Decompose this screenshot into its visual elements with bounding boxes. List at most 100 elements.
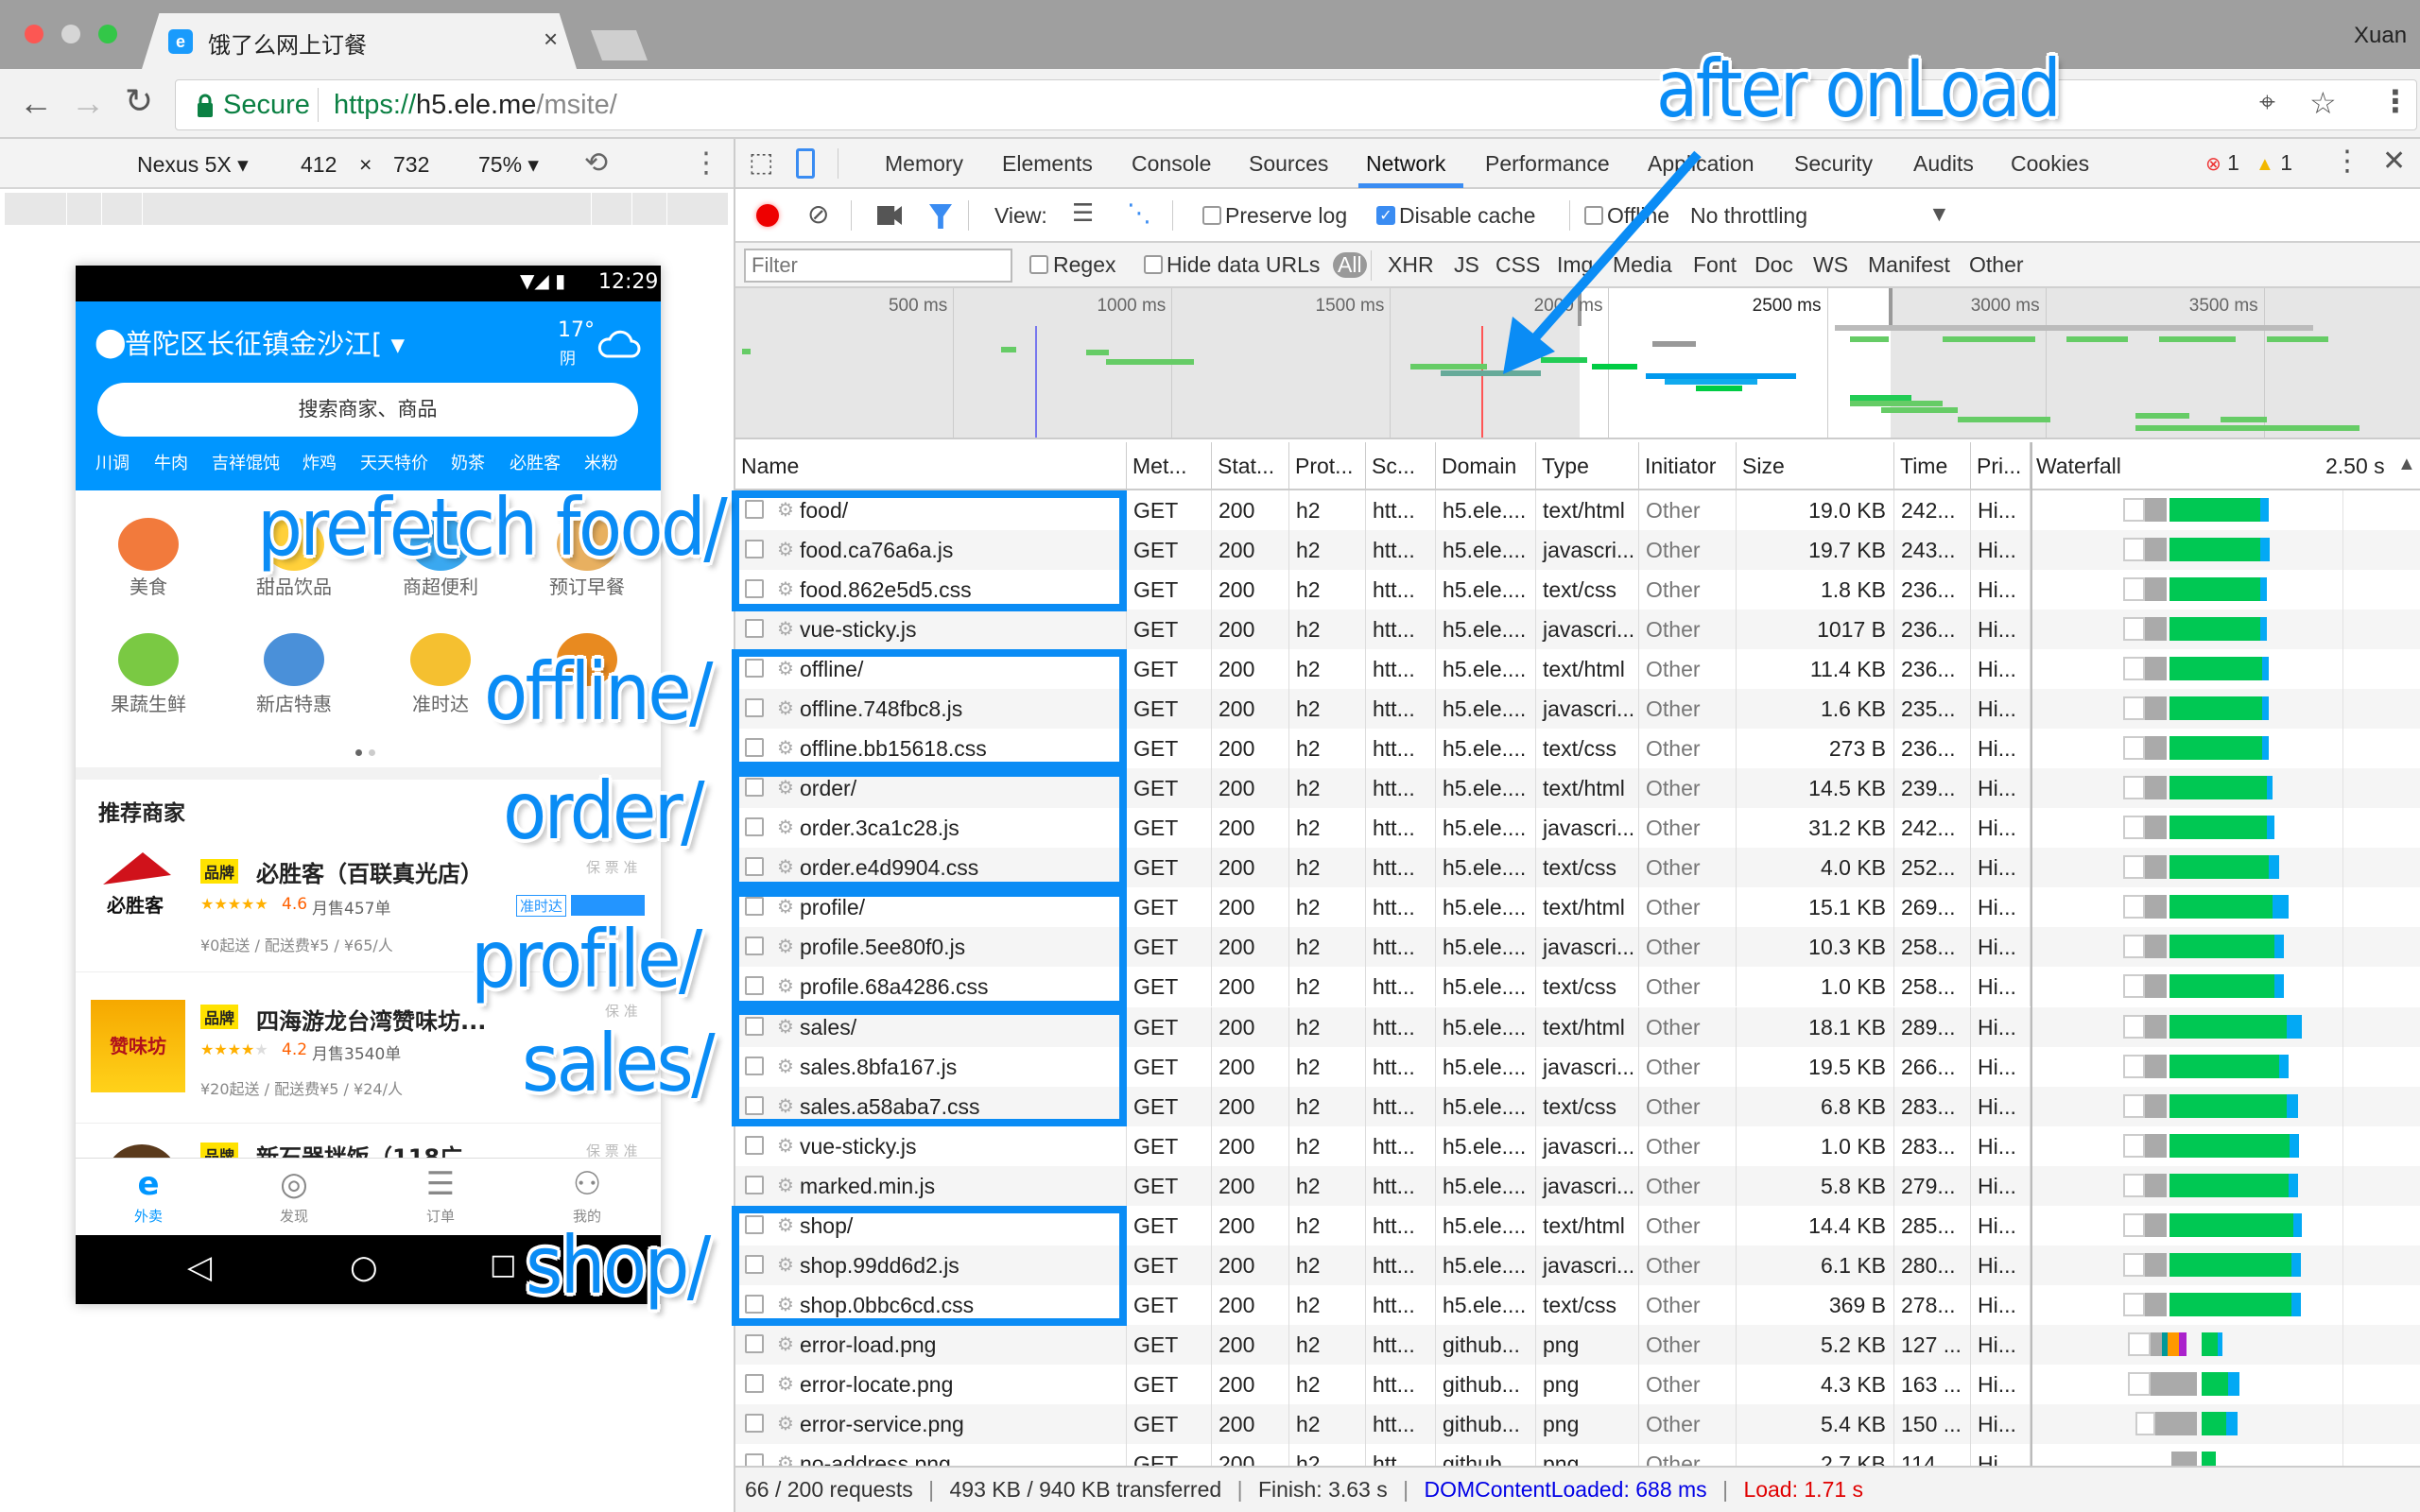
category-item[interactable]: 果蔬生鲜	[82, 624, 215, 727]
filter-type-js[interactable]: JS	[1454, 252, 1479, 277]
hide-data-urls-checkbox[interactable]	[1144, 255, 1163, 274]
row-checkbox[interactable]	[745, 897, 764, 917]
category-item[interactable]: 甜品饮品	[228, 508, 360, 610]
android-home-icon[interactable]: ○	[350, 1248, 378, 1286]
filter-type-other[interactable]: Other	[1969, 252, 2024, 277]
offline-checkbox[interactable]	[1584, 206, 1603, 225]
device-mode-icon[interactable]	[796, 148, 815, 179]
row-checkbox[interactable]	[745, 1016, 764, 1036]
row-checkbox[interactable]	[745, 1095, 764, 1115]
tab-memory[interactable]: Memory	[885, 151, 964, 176]
large-rows-icon[interactable]: ☰	[1072, 198, 1095, 227]
chrome-menu-icon[interactable]: ⋮	[2380, 84, 2411, 118]
table-row[interactable]: ⚙ sales.8bfa167.js GET 200 h2 htt... h5.ele...…	[735, 1046, 2420, 1087]
nav-item[interactable]: ⚇ 我的	[530, 1159, 644, 1236]
request-name[interactable]: no-address.png	[800, 1451, 951, 1466]
request-name[interactable]: sales/	[800, 1014, 857, 1040]
request-name[interactable]: order.3ca1c28.js	[800, 816, 959, 841]
table-row[interactable]: ⚙ shop.0bbc6cd.css GET 200 h2 htt... h5.ele...…	[735, 1284, 2420, 1325]
row-checkbox[interactable]	[745, 1135, 764, 1155]
android-recents-icon[interactable]: □	[490, 1248, 517, 1281]
row-checkbox[interactable]	[745, 738, 764, 758]
device-select[interactable]: Nexus 5X ▾	[137, 152, 249, 177]
location-selector[interactable]: 普陀区长征镇金沙江[ ▾	[125, 328, 406, 360]
column-header-10[interactable]: Pri...	[1971, 442, 2031, 490]
column-header-0[interactable]: Name	[735, 442, 1127, 490]
request-name[interactable]: order.e4d9904.css	[800, 855, 979, 881]
row-checkbox[interactable]	[745, 1214, 764, 1234]
table-row[interactable]: ⚙ error-locate.png GET 200 h2 htt... github...…	[735, 1364, 2420, 1404]
row-checkbox[interactable]	[745, 1294, 764, 1314]
tab-cookies[interactable]: Cookies	[2011, 151, 2090, 176]
regex-checkbox[interactable]	[1029, 255, 1048, 274]
table-row[interactable]: ⚙ offline.748fbc8.js GET 200 h2 htt... h5.ele.…	[735, 689, 2420, 730]
nav-item[interactable]: ◎ 发现	[237, 1159, 351, 1236]
inspect-element-icon[interactable]: ⬚	[749, 147, 774, 177]
selection-handle-right[interactable]	[1889, 288, 1893, 326]
tab-console[interactable]: Console	[1132, 151, 1212, 176]
overview-icon[interactable]: ⋱	[1127, 198, 1151, 227]
row-checkbox[interactable]	[745, 976, 764, 996]
table-row[interactable]: ⚙ vue-sticky.js GET 200 h2 htt... h5.ele.... ja…	[735, 610, 2420, 650]
row-checkbox[interactable]	[745, 1413, 764, 1433]
row-checkbox[interactable]	[745, 1452, 764, 1466]
column-header-11[interactable]: Waterfall	[2031, 442, 2314, 490]
category-item[interactable]: 预订早餐	[521, 508, 653, 610]
rotate-icon[interactable]: ⟲	[584, 147, 609, 179]
row-checkbox[interactable]	[745, 540, 764, 559]
category-item[interactable]: 美食	[82, 508, 215, 610]
column-header-1[interactable]: Met...	[1127, 442, 1212, 490]
column-header-3[interactable]: Prot...	[1289, 442, 1366, 490]
row-checkbox[interactable]	[745, 1254, 764, 1274]
hot-word[interactable]: 牛肉	[154, 454, 188, 473]
filter-type-all[interactable]: All	[1333, 252, 1367, 278]
forward-arrow-icon[interactable]: →	[71, 83, 105, 122]
request-name[interactable]: error-load.png	[800, 1332, 937, 1357]
preserve-log-checkbox[interactable]	[1202, 206, 1221, 225]
table-row[interactable]: ⚙ profile.68a4286.css GET 200 h2 htt... h5.ele…	[735, 967, 2420, 1007]
column-header-2[interactable]: Stat...	[1212, 442, 1289, 490]
record-button[interactable]	[756, 204, 779, 227]
warning-counter[interactable]: ▲ 1	[2256, 150, 2292, 176]
close-window-button[interactable]	[25, 25, 43, 43]
request-name[interactable]: vue-sticky.js	[800, 1133, 917, 1159]
shop-item[interactable]: 赞味坊 品牌 四海游龙台湾赞味坊... 保 准 ★★★★★ 4.2 月售3540…	[76, 972, 661, 1124]
shop-item[interactable]: 必胜客 品牌 必胜客（百联真光店） 保 票 准 ★★★★★ 4.6 月售457单…	[76, 833, 661, 972]
hot-word[interactable]: 吉祥馄饨	[212, 454, 280, 473]
request-name[interactable]: food/	[800, 498, 849, 523]
hot-word[interactable]: 炸鸡	[302, 454, 337, 473]
request-name[interactable]: order/	[800, 776, 857, 801]
category-item[interactable]	[521, 624, 653, 727]
capture-screenshots-icon[interactable]	[877, 206, 902, 225]
column-header-8[interactable]: Size	[1737, 442, 1894, 490]
throttling-dropdown-icon[interactable]: ▼	[1928, 201, 1950, 226]
request-name[interactable]: profile.68a4286.css	[800, 974, 989, 1000]
filter-type-css[interactable]: CSS	[1495, 252, 1541, 277]
filter-type-manifest[interactable]: Manifest	[1868, 252, 1950, 277]
table-row[interactable]: ⚙ shop.99dd6d2.js GET 200 h2 htt... h5.ele....…	[735, 1245, 2420, 1285]
disable-cache-checkbox[interactable]: ✓	[1376, 206, 1395, 225]
nav-item[interactable]: e 外卖	[92, 1159, 205, 1236]
android-back-icon[interactable]: ◁	[187, 1248, 213, 1286]
width-input[interactable]: 412	[301, 152, 337, 177]
table-row[interactable]: ⚙ order.e4d9904.css GET 200 h2 htt... h5.ele..…	[735, 848, 2420, 888]
table-row[interactable]: ⚙ order.3ca1c28.js GET 200 h2 htt... h5.ele...…	[735, 808, 2420, 849]
devtools-menu-icon[interactable]: ⋮	[2333, 146, 2361, 177]
bookmark-star-icon[interactable]: ☆	[2309, 86, 2337, 120]
hot-word[interactable]: 天天特价	[360, 454, 428, 473]
search-bar[interactable]: 搜索商家、商品	[97, 383, 638, 437]
hot-word[interactable]: 必胜客	[510, 454, 561, 473]
filter-input[interactable]	[744, 249, 1012, 283]
table-row[interactable]: ⚙ marked.min.js GET 200 h2 htt... h5.ele.... ja…	[735, 1165, 2420, 1206]
table-row[interactable]: ⚙ no-address.png GET 200 h2 htt... github... pn…	[735, 1443, 2420, 1466]
hot-word[interactable]: 川调	[95, 454, 130, 473]
tab-sources[interactable]: Sources	[1249, 151, 1329, 176]
request-name[interactable]: profile.5ee80f0.js	[800, 935, 966, 960]
row-checkbox[interactable]	[745, 500, 764, 519]
request-name[interactable]: shop/	[800, 1212, 854, 1238]
request-name[interactable]: error-locate.png	[800, 1371, 954, 1397]
clear-icon[interactable]: ⊘	[807, 199, 830, 229]
row-checkbox[interactable]	[745, 778, 764, 798]
filter-type-font[interactable]: Font	[1693, 252, 1737, 277]
request-name[interactable]: offline/	[800, 657, 864, 682]
